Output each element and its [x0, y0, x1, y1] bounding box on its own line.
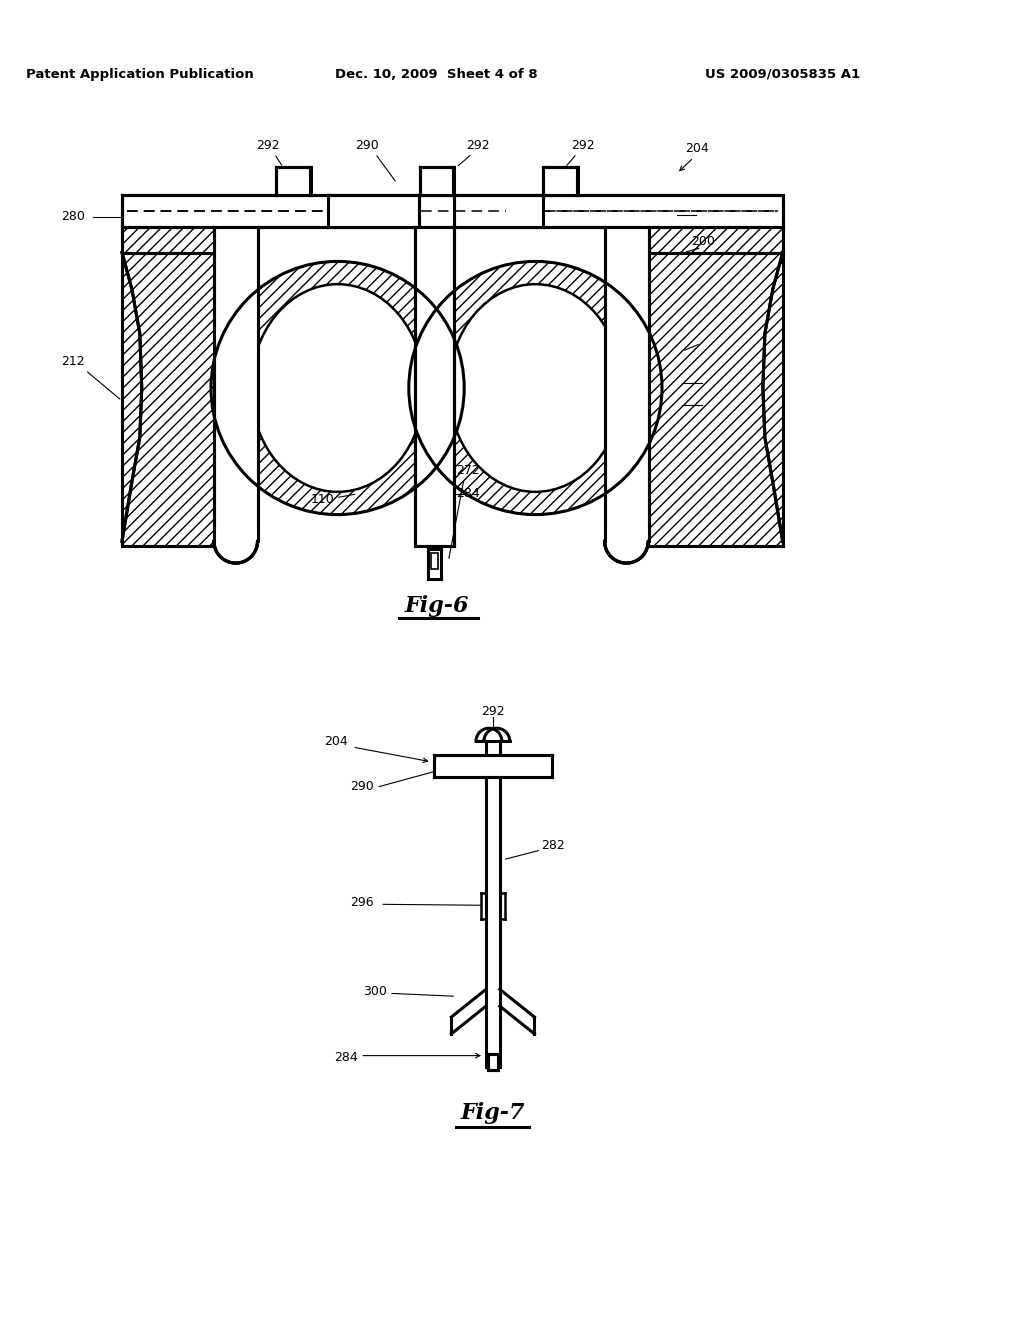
Bar	[122, 201, 214, 546]
Text: 290: 290	[355, 139, 379, 152]
Text: 300: 300	[364, 985, 387, 998]
Text: 292: 292	[257, 139, 281, 152]
Text: 282: 282	[691, 396, 716, 409]
Circle shape	[409, 261, 662, 515]
Bar	[276, 168, 311, 195]
Bar	[428, 549, 441, 579]
Bar	[544, 168, 578, 195]
Wedge shape	[213, 519, 258, 541]
Ellipse shape	[251, 284, 424, 492]
Text: 284: 284	[457, 487, 480, 500]
Text: 270: 270	[687, 209, 711, 222]
Text: 284: 284	[334, 1051, 357, 1064]
Text: 292: 292	[571, 139, 595, 152]
Bar	[488, 1053, 498, 1071]
Bar	[604, 227, 649, 541]
Text: 280: 280	[61, 210, 85, 223]
Circle shape	[211, 261, 464, 515]
Circle shape	[409, 261, 662, 515]
Text: 282: 282	[542, 840, 565, 853]
Text: 204: 204	[324, 735, 347, 747]
Text: US 2009/0305835 A1: US 2009/0305835 A1	[706, 69, 860, 81]
Bar	[430, 553, 438, 569]
Bar	[604, 227, 649, 591]
Bar	[649, 201, 782, 546]
Text: 204: 204	[685, 143, 709, 156]
Bar	[415, 227, 455, 591]
Bar	[122, 252, 214, 546]
Text: 272: 272	[457, 463, 480, 477]
Bar	[328, 195, 419, 227]
Text: 200: 200	[691, 235, 716, 248]
Bar	[420, 168, 455, 195]
Text: 110: 110	[311, 494, 335, 507]
Text: 290: 290	[350, 780, 374, 793]
Bar	[214, 227, 258, 591]
Text: Fig-7: Fig-7	[461, 1102, 525, 1125]
Bar	[430, 553, 438, 569]
Text: Fig-6: Fig-6	[404, 594, 469, 616]
Circle shape	[211, 261, 464, 515]
Bar	[649, 252, 782, 546]
Text: 296: 296	[350, 896, 374, 908]
Text: Dec. 10, 2009  Sheet 4 of 8: Dec. 10, 2009 Sheet 4 of 8	[335, 69, 538, 81]
Text: 292: 292	[466, 139, 489, 152]
Bar	[214, 227, 258, 541]
Text: 292: 292	[481, 705, 505, 718]
Ellipse shape	[449, 284, 622, 492]
Wedge shape	[604, 520, 648, 541]
Text: Patent Application Publication: Patent Application Publication	[26, 69, 254, 81]
Wedge shape	[214, 520, 257, 541]
Text: 212: 212	[60, 355, 84, 368]
Text: 296: 296	[692, 330, 716, 343]
Bar	[122, 195, 782, 227]
Bar	[415, 227, 455, 546]
Wedge shape	[604, 519, 649, 541]
Bar	[433, 755, 552, 776]
Bar	[455, 195, 544, 227]
Bar	[428, 549, 441, 579]
Text: 210: 210	[691, 375, 716, 388]
